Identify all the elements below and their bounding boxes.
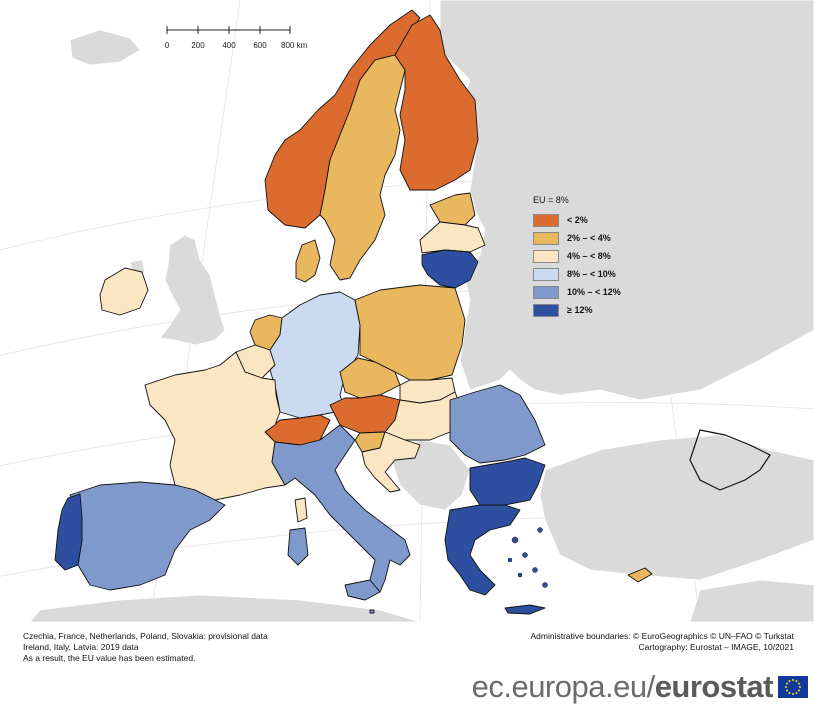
country-latvia bbox=[419, 221, 486, 254]
legend-label: ≥ 12% bbox=[567, 305, 593, 315]
legend-item: 4% – < 8% bbox=[533, 247, 663, 265]
middle-east bbox=[689, 579, 814, 622]
united-kingdom bbox=[159, 234, 226, 346]
country-greece bbox=[444, 504, 521, 596]
legend: EU = 8% < 2% 2% – < 4% 4% – < 8% 8% – < … bbox=[533, 195, 663, 319]
country-finland bbox=[394, 14, 479, 191]
country-lithuania bbox=[421, 249, 479, 289]
country-romania bbox=[449, 384, 546, 464]
scale-tick-label: 800 km bbox=[281, 41, 308, 50]
credit-line: Cartography: Eurostat – IMAGE, 10/2021 bbox=[638, 642, 794, 652]
eu-flag-icon bbox=[778, 676, 808, 698]
country-croatia bbox=[361, 431, 421, 493]
legend-label: 10% – < 12% bbox=[567, 287, 621, 297]
credits: Administrative boundaries: © EuroGeograp… bbox=[530, 631, 794, 653]
scale-bar: 0 200 400 600 800 km bbox=[165, 26, 308, 50]
europe-map: 0 200 400 600 800 km bbox=[0, 0, 814, 622]
map: 0 200 400 600 800 km EU = 8% < 2% 2% – <… bbox=[0, 0, 814, 622]
legend-label: 8% – < 10% bbox=[567, 269, 616, 279]
country-spain bbox=[69, 481, 226, 591]
country-sicily bbox=[344, 579, 381, 601]
country-denmark bbox=[295, 239, 321, 283]
greek-islands bbox=[507, 527, 548, 588]
country-corsica bbox=[294, 497, 308, 523]
russia-belarus-ukraine bbox=[439, 0, 814, 401]
footnotes: Czechia, France, Netherlands, Poland, Sl… bbox=[23, 631, 268, 664]
country-portugal bbox=[54, 493, 83, 571]
iceland bbox=[69, 29, 141, 66]
scale-tick-label: 200 bbox=[191, 41, 205, 50]
legend-item: ≥ 12% bbox=[533, 301, 663, 319]
scale-tick-label: 0 bbox=[165, 41, 170, 50]
country-sardinia bbox=[287, 527, 309, 566]
legend-item: 8% – < 10% bbox=[533, 265, 663, 283]
brand-url[interactable]: ec.europa.eu/ bbox=[471, 669, 656, 704]
eurostat-brand[interactable]: ec.europa.eu/ eurostat bbox=[472, 670, 808, 704]
country-crete bbox=[504, 604, 546, 615]
legend-swatch bbox=[533, 249, 559, 263]
country-bulgaria bbox=[469, 457, 546, 506]
footnote: Ireland, Italy, Latvia: 2019 data bbox=[23, 642, 139, 652]
legend-swatch bbox=[533, 231, 559, 245]
legend-swatch bbox=[533, 303, 559, 317]
north-africa bbox=[29, 594, 421, 622]
legend-label: 2% – < 4% bbox=[567, 233, 611, 243]
footnote: As a result, the EU value has been estim… bbox=[23, 653, 196, 663]
legend-swatch bbox=[533, 285, 559, 299]
country-italy bbox=[271, 424, 411, 593]
footnote: Czechia, France, Netherlands, Poland, Sl… bbox=[23, 631, 268, 641]
scale-tick-label: 600 bbox=[253, 41, 267, 50]
legend-swatch bbox=[533, 213, 559, 227]
turkey bbox=[539, 434, 814, 581]
legend-swatch bbox=[533, 267, 559, 281]
legend-label: < 2% bbox=[567, 215, 588, 225]
scale-tick-label: 400 bbox=[222, 41, 236, 50]
legend-item: 10% – < 12% bbox=[533, 283, 663, 301]
eastern-border bbox=[689, 429, 771, 491]
brand-name[interactable]: eurostat bbox=[654, 669, 774, 704]
country-sweden bbox=[319, 54, 406, 281]
legend-item: 2% – < 4% bbox=[533, 229, 663, 247]
country-poland bbox=[354, 284, 466, 381]
country-estonia bbox=[429, 192, 476, 226]
country-ireland bbox=[99, 267, 149, 316]
legend-label: 4% – < 8% bbox=[567, 251, 611, 261]
country-malta bbox=[369, 609, 375, 614]
legend-title: EU = 8% bbox=[533, 195, 569, 205]
legend-item: < 2% bbox=[533, 211, 663, 229]
non-eu-land bbox=[29, 0, 814, 622]
credit-line: Administrative boundaries: © EuroGeograp… bbox=[530, 631, 794, 641]
eu-countries bbox=[54, 9, 653, 615]
country-cyprus bbox=[627, 567, 653, 583]
